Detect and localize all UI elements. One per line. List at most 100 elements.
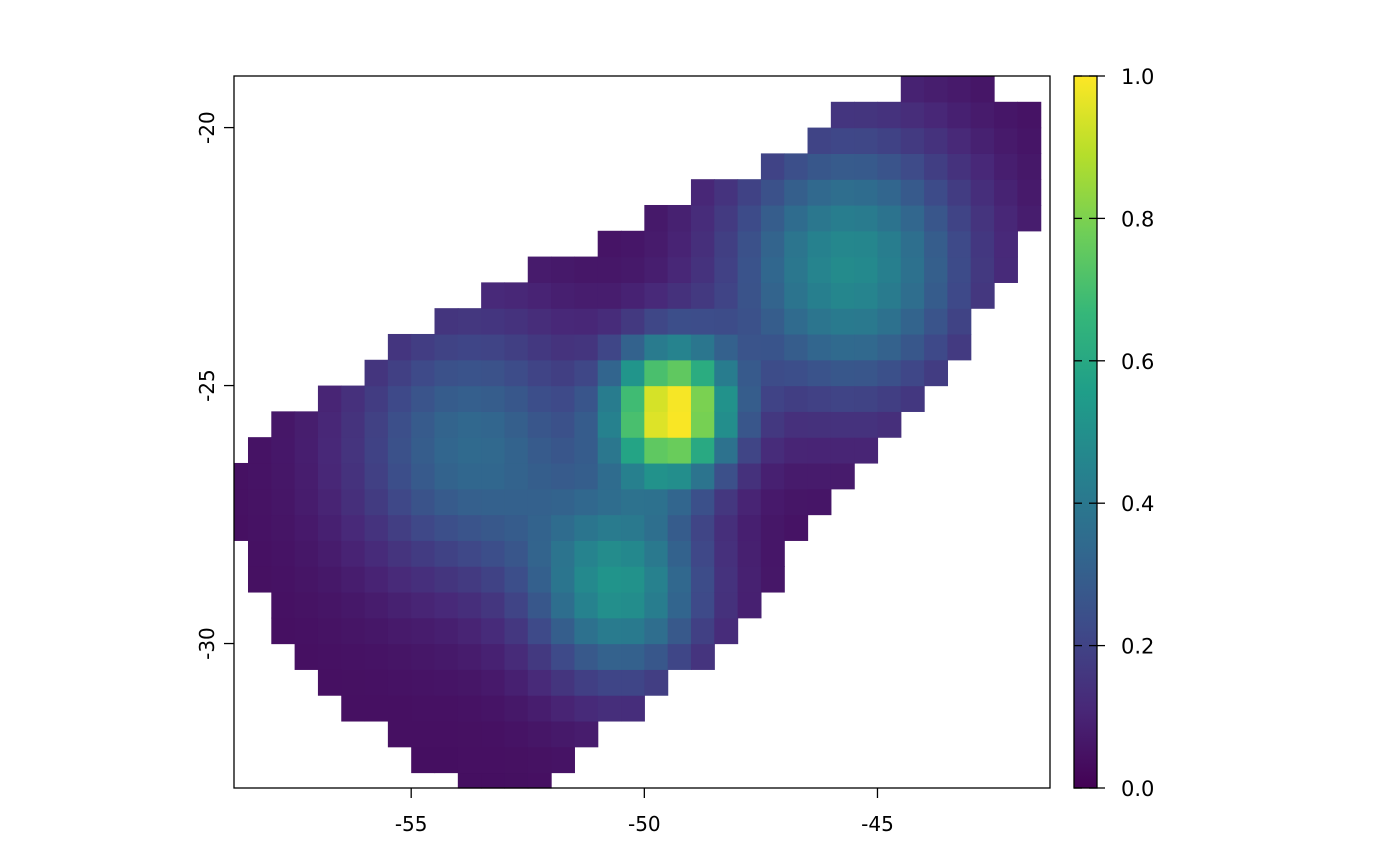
heatmap-cell: [527, 411, 552, 438]
heatmap-cell: [387, 617, 412, 645]
heatmap-cell: [644, 256, 669, 283]
heatmap-cell: [854, 411, 879, 438]
heatmap-cell: [760, 514, 785, 541]
heatmap-cell: [667, 411, 692, 438]
colorbar-tick-label: 1.0: [1121, 65, 1154, 89]
heatmap-cell: [481, 437, 506, 464]
heatmap-cell: [714, 437, 739, 464]
heatmap-cell: [481, 359, 506, 387]
heatmap-cell: [504, 772, 529, 789]
heatmap-cell: [900, 153, 925, 180]
heatmap-cell: [411, 566, 436, 593]
heatmap-cell: [574, 385, 599, 412]
heatmap-cell: [574, 720, 599, 748]
heatmap-cell: [924, 127, 949, 154]
heatmap-cell: [714, 385, 739, 412]
heatmap-cell: [784, 308, 809, 335]
heatmap-cell: [667, 282, 692, 309]
heatmap-cell: [457, 695, 482, 722]
heatmap-cell: [364, 643, 389, 670]
heatmap-cell: [877, 204, 902, 232]
heatmap-cell: [387, 540, 412, 567]
heatmap-cell: [434, 695, 459, 722]
heatmap-cell: [364, 488, 389, 516]
heatmap-cell: [900, 127, 925, 154]
heatmap-cell: [714, 540, 739, 567]
heatmap-cell: [690, 566, 715, 593]
heatmap-cell: [807, 359, 832, 387]
heatmap-cell: [411, 591, 436, 619]
heatmap-cell: [364, 566, 389, 593]
heatmap-cell: [970, 282, 995, 309]
heatmap-cell: [621, 308, 645, 335]
heatmap-cell: [690, 204, 715, 232]
heatmap-cell: [527, 540, 552, 567]
heatmap-cell: [690, 385, 715, 412]
heatmap-cell: [481, 695, 506, 722]
heatmap-cell: [737, 230, 762, 258]
heatmap-cell: [387, 359, 412, 387]
heatmap-cell: [317, 462, 342, 490]
heatmap-cell: [714, 333, 739, 361]
heatmap-cell: [644, 308, 669, 335]
heatmap-cell: [667, 617, 692, 645]
heatmap-cell: [621, 333, 645, 361]
heatmap-cell: [760, 359, 785, 387]
heatmap-cell: [411, 720, 436, 748]
heatmap-cell: [924, 153, 949, 180]
heatmap-cell: [457, 333, 482, 361]
heatmap-cell: [551, 308, 575, 335]
heatmap-cell: [317, 488, 342, 516]
heatmap-cell: [341, 385, 366, 412]
heatmap-cell: [760, 333, 785, 361]
heatmap-cell: [387, 437, 412, 464]
heatmap-cell: [481, 643, 506, 670]
heatmap-cell: [341, 462, 366, 490]
heatmap-cell: [247, 437, 272, 464]
heatmap-cell: [411, 695, 436, 722]
heatmap-cell: [597, 333, 622, 361]
heatmap-cell: [504, 695, 529, 722]
heatmap-cell: [737, 359, 762, 387]
heatmap-cell: [854, 179, 879, 206]
heatmap-cell: [364, 695, 389, 722]
heatmap-cell: [784, 437, 809, 464]
heatmap-cell: [807, 308, 832, 335]
heatmap-cell: [854, 385, 879, 412]
heatmap-cell: [947, 204, 972, 232]
heatmap-cell: [760, 308, 785, 335]
heatmap-cell: [994, 101, 1018, 129]
colorbar-tick-label: 0.6: [1121, 350, 1154, 374]
heatmap-cell: [667, 359, 692, 387]
heatmap-cell: [411, 437, 436, 464]
heatmap-cell: [317, 617, 342, 645]
heatmap-cell: [644, 411, 669, 438]
heatmap-cell: [830, 282, 855, 309]
heatmap-cell: [760, 153, 785, 180]
heatmap-cell: [690, 359, 715, 387]
heatmap-cell: [504, 746, 529, 774]
heatmap-cell: [341, 643, 366, 670]
heatmap-cell: [481, 591, 506, 619]
heatmap-cell: [341, 540, 366, 567]
colorbar-bar: [1073, 75, 1098, 789]
heatmap-cell: [597, 566, 622, 593]
heatmap-cell: [900, 282, 925, 309]
heatmap-cell: [434, 437, 459, 464]
heatmap-cell: [434, 385, 459, 412]
heatmap-cell: [830, 385, 855, 412]
heatmap-cell: [807, 462, 832, 490]
heatmap-cell: [621, 385, 645, 412]
heatmap-cell: [597, 540, 622, 567]
heatmap-cell: [760, 411, 785, 438]
heatmap-cell: [574, 695, 599, 722]
heatmap-cell: [644, 333, 669, 361]
heatmap-cell: [294, 437, 319, 464]
heatmap-cell: [877, 333, 902, 361]
heatmap-cell: [877, 282, 902, 309]
heatmap-cell: [551, 282, 575, 309]
heatmap-cell: [387, 566, 412, 593]
heatmap-cell: [807, 230, 832, 258]
heatmap-cell: [667, 514, 692, 541]
x-axis: -55 -50 -45: [395, 788, 894, 836]
